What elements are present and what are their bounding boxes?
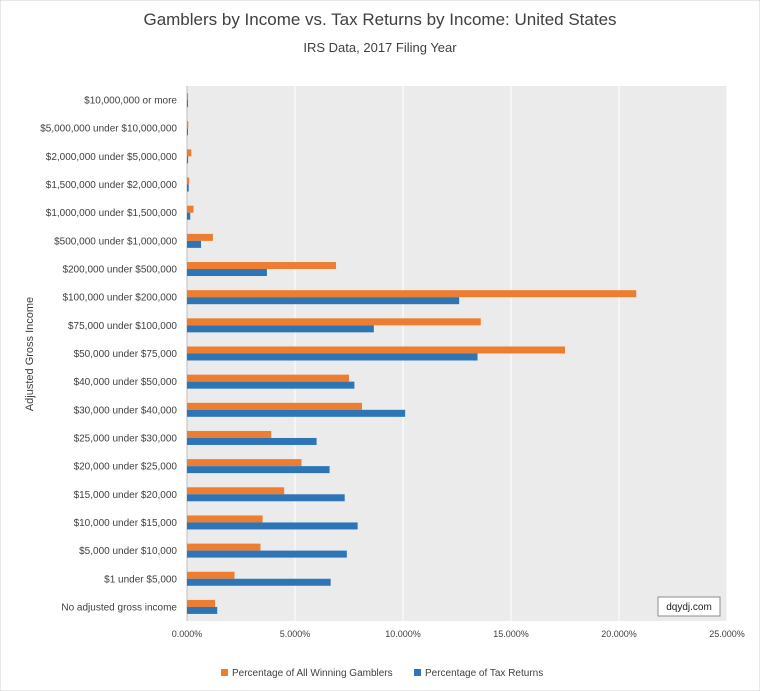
category-label: $2,000,000 under $5,000,000 <box>46 152 178 163</box>
category-label: $50,000 under $75,000 <box>74 349 178 360</box>
bar-gamblers <box>187 205 194 213</box>
x-tick-label: 10.000% <box>385 629 421 639</box>
bar-gamblers <box>187 149 192 157</box>
category-label: $10,000 under $15,000 <box>74 518 178 529</box>
x-tick-label: 5.000% <box>280 629 311 639</box>
category-label: $100,000 under $200,000 <box>62 293 177 304</box>
bar-gamblers <box>187 543 261 551</box>
bar-gamblers <box>187 233 213 241</box>
category-label: $1 under $5,000 <box>104 574 177 585</box>
watermark-text: dqydj.com <box>666 602 712 613</box>
bar-gamblers <box>187 121 189 129</box>
bar-gamblers <box>187 599 216 607</box>
bar-tax-returns <box>187 240 202 248</box>
bar-gamblers <box>187 430 272 438</box>
legend-label-tax-returns: Percentage of Tax Returns <box>425 668 543 679</box>
bar-gamblers <box>187 402 362 410</box>
watermark: dqydj.com <box>657 596 721 617</box>
category-label: $25,000 under $30,000 <box>74 433 178 444</box>
category-label: $40,000 under $50,000 <box>74 377 178 388</box>
category-label: $5,000,000 under $10,000,000 <box>40 124 177 135</box>
category-label: $15,000 under $20,000 <box>74 490 178 501</box>
bar-tax-returns <box>187 184 189 192</box>
bar-gamblers <box>187 177 190 185</box>
watermark-box <box>657 596 721 617</box>
bar-gamblers <box>187 571 235 579</box>
category-label: $500,000 under $1,000,000 <box>54 236 177 247</box>
bar-tax-returns <box>187 325 374 333</box>
category-labels: $10,000,000 or more $5,000,000 under $10,… <box>40 96 177 614</box>
y-axis-title: Adjusted Gross Income <box>24 297 36 411</box>
category-label: $1,000,000 under $1,500,000 <box>46 208 178 219</box>
category-label: $20,000 under $25,000 <box>74 462 178 473</box>
bar-tax-returns <box>187 522 358 530</box>
x-tick-labels: 0.000% 5.000% 10.000% 15.000% 20.000% 25.000% <box>172 629 745 639</box>
chart-title: Gamblers by Income vs. Tax Returns by In… <box>143 10 616 29</box>
category-label: $200,000 under $500,000 <box>62 265 177 276</box>
bar-tax-returns <box>187 494 345 502</box>
bar-gamblers <box>187 262 337 270</box>
bar-tax-returns <box>187 269 267 277</box>
legend-swatch-tax-returns <box>414 669 421 676</box>
bar-tax-returns <box>187 100 188 108</box>
bar-tax-returns <box>187 606 218 614</box>
bar-tax-returns <box>187 156 189 164</box>
bar-gamblers <box>187 515 263 523</box>
category-label: $30,000 under $40,000 <box>74 405 178 416</box>
bar-gamblers <box>187 459 302 467</box>
bar-tax-returns <box>187 550 347 558</box>
category-label: $75,000 under $100,000 <box>68 321 177 332</box>
x-tick-label: 20.000% <box>601 629 637 639</box>
bar-tax-returns <box>187 297 460 305</box>
bar-tax-returns <box>187 466 330 474</box>
category-label: $1,500,000 under $2,000,000 <box>46 180 178 191</box>
bar-tax-returns <box>187 212 191 220</box>
bar-tax-returns <box>187 437 317 445</box>
bar-gamblers <box>187 318 481 326</box>
bar-gamblers <box>187 346 565 354</box>
category-label: No adjusted gross income <box>61 602 177 613</box>
bars <box>187 93 637 614</box>
bar-gamblers <box>187 487 285 495</box>
x-tick-label: 15.000% <box>493 629 529 639</box>
bar-gamblers <box>187 374 349 382</box>
legend: Percentage of All Winning Gamblers Percen… <box>221 668 543 679</box>
legend-label-gamblers: Percentage of All Winning Gamblers <box>232 668 393 679</box>
bar-gamblers <box>187 290 637 298</box>
legend-swatch-gamblers <box>221 669 228 676</box>
x-tick-label: 0.000% <box>172 629 203 639</box>
category-label: $10,000,000 or more <box>84 96 177 107</box>
bar-tax-returns <box>187 128 188 136</box>
chart-subtitle: IRS Data, 2017 Filing Year <box>303 40 457 55</box>
bar-tax-returns <box>187 409 406 417</box>
bar-tax-returns <box>187 381 355 389</box>
bar-tax-returns <box>187 578 331 586</box>
bar-tax-returns <box>187 353 478 361</box>
x-tick-label: 25.000% <box>709 629 745 639</box>
category-label: $5,000 under $10,000 <box>79 546 177 557</box>
bar-gamblers <box>187 93 189 101</box>
